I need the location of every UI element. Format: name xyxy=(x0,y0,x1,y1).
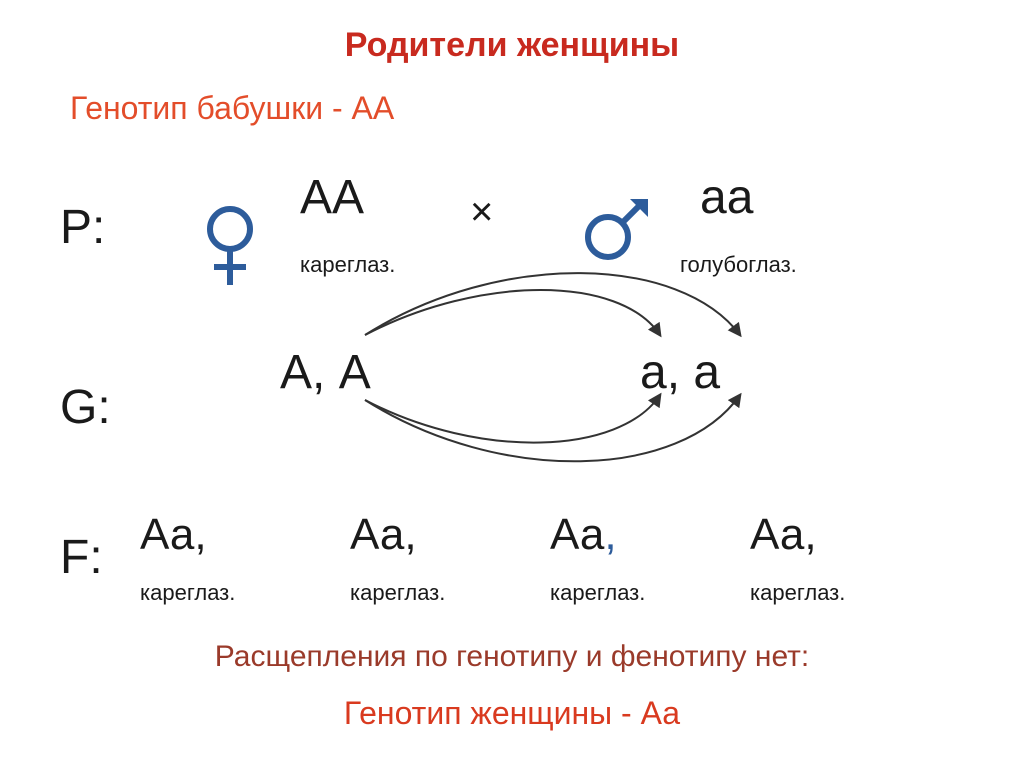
offspring-genotype-3: Аа, xyxy=(550,510,617,560)
offspring-phenotype-3: кареглаз. xyxy=(550,580,645,606)
offspring-genotype-2: Аа, xyxy=(350,510,417,560)
offspring-genotype-1: Аа, xyxy=(140,510,207,560)
summary-line-2: Генотип женщины - Аа xyxy=(0,695,1024,732)
offspring-phenotype-2: кареглаз. xyxy=(350,580,445,606)
offspring-3-geno: Аа xyxy=(550,510,604,559)
offspring-genotype-4: Аа, xyxy=(750,510,817,560)
offspring-3-comma: , xyxy=(604,510,616,559)
summary-line-1: Расщепления по генотипу и фенотипу нет: xyxy=(0,640,1024,674)
offspring-phenotype-1: кареглаз. xyxy=(140,580,235,606)
offspring-phenotype-4: кареглаз. xyxy=(750,580,845,606)
